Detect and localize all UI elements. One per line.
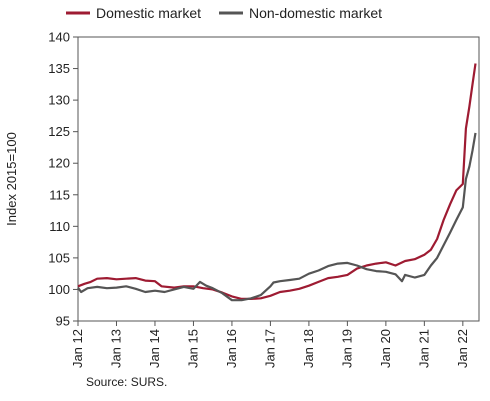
y-tick-label: 135 (48, 61, 70, 76)
x-tick-label: Jan 14 (147, 329, 162, 368)
x-tick-label: Jan 17 (262, 329, 277, 368)
x-tick-label: Jan 20 (378, 329, 393, 368)
series-line-non-domestic-market (77, 132, 477, 302)
x-tick-label: Jan 16 (224, 329, 239, 368)
y-tick-label: 95 (56, 314, 70, 329)
y-tick-label: 140 (48, 30, 70, 45)
x-tick-label: Jan 15 (185, 329, 200, 368)
x-tick-label: Jan 21 (416, 329, 431, 368)
x-tick-label: Jan 18 (301, 329, 316, 368)
series-layer (77, 63, 477, 302)
legend: Domestic market Non-domestic market (66, 5, 382, 21)
y-tick-label: 100 (48, 282, 70, 297)
axes: 95 100 105 110 115 120 125 130 135 140 Jan 12 Jan 1… (4, 30, 480, 368)
x-tick-label: Jan 12 (70, 329, 85, 368)
plot-frame (77, 36, 480, 322)
y-tick-label: 115 (49, 187, 70, 202)
y-tick-label: 120 (48, 156, 70, 171)
series-line-domestic-market (77, 63, 477, 300)
y-tick-label: 130 (48, 93, 70, 108)
y-tick-label: 125 (48, 124, 70, 139)
legend-label: Non-domestic market (249, 5, 382, 21)
y-axis-title: Index 2015=100 (4, 132, 19, 226)
source-note: Source: SURS. (86, 375, 168, 389)
y-tick-label: 110 (49, 219, 70, 234)
legend-label: Domestic market (96, 5, 201, 21)
x-tick-label: Jan 22 (455, 329, 470, 368)
x-tick-label: Jan 13 (108, 329, 123, 368)
x-tick-label: Jan 19 (339, 329, 354, 368)
y-tick-label: 105 (48, 250, 70, 265)
